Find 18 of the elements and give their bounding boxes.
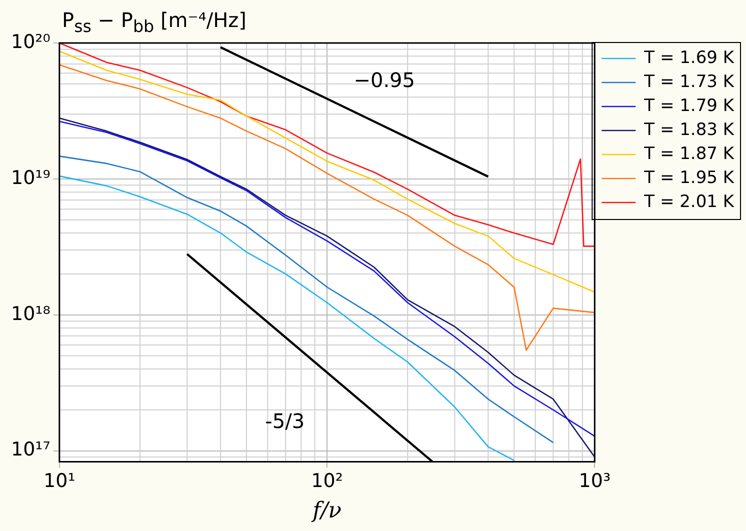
annotation: -5/3	[265, 409, 305, 434]
x-tick-label: 10³	[578, 470, 611, 492]
legend-label: T = 1.95 K	[643, 168, 735, 188]
y-tick-label: 10¹⁹	[10, 166, 50, 189]
x-tick-label: 10²	[311, 470, 343, 492]
legend-label: T = 2.01 K	[643, 192, 735, 212]
annotation: −0.95	[354, 68, 415, 92]
legend-label: T = 1.69 K	[643, 48, 735, 68]
y-tick-label: 10²⁰	[10, 30, 50, 53]
legend-label: T = 1.79 K	[643, 96, 735, 116]
x-axis-title: f/ν	[310, 498, 342, 524]
x-tick-label: 10¹	[44, 470, 76, 492]
legend-label: T = 1.83 K	[643, 120, 735, 140]
y-axis-title: P$_{ss}$ − P$_{bb}$ [m⁻⁴/Hz]	[62, 8, 246, 36]
legend-label: T = 1.87 K	[643, 144, 735, 164]
y-tick-label: 10¹⁷	[10, 438, 50, 461]
y-tick-label: 10¹⁸	[10, 302, 50, 325]
legend-label: T = 1.73 K	[643, 72, 735, 92]
